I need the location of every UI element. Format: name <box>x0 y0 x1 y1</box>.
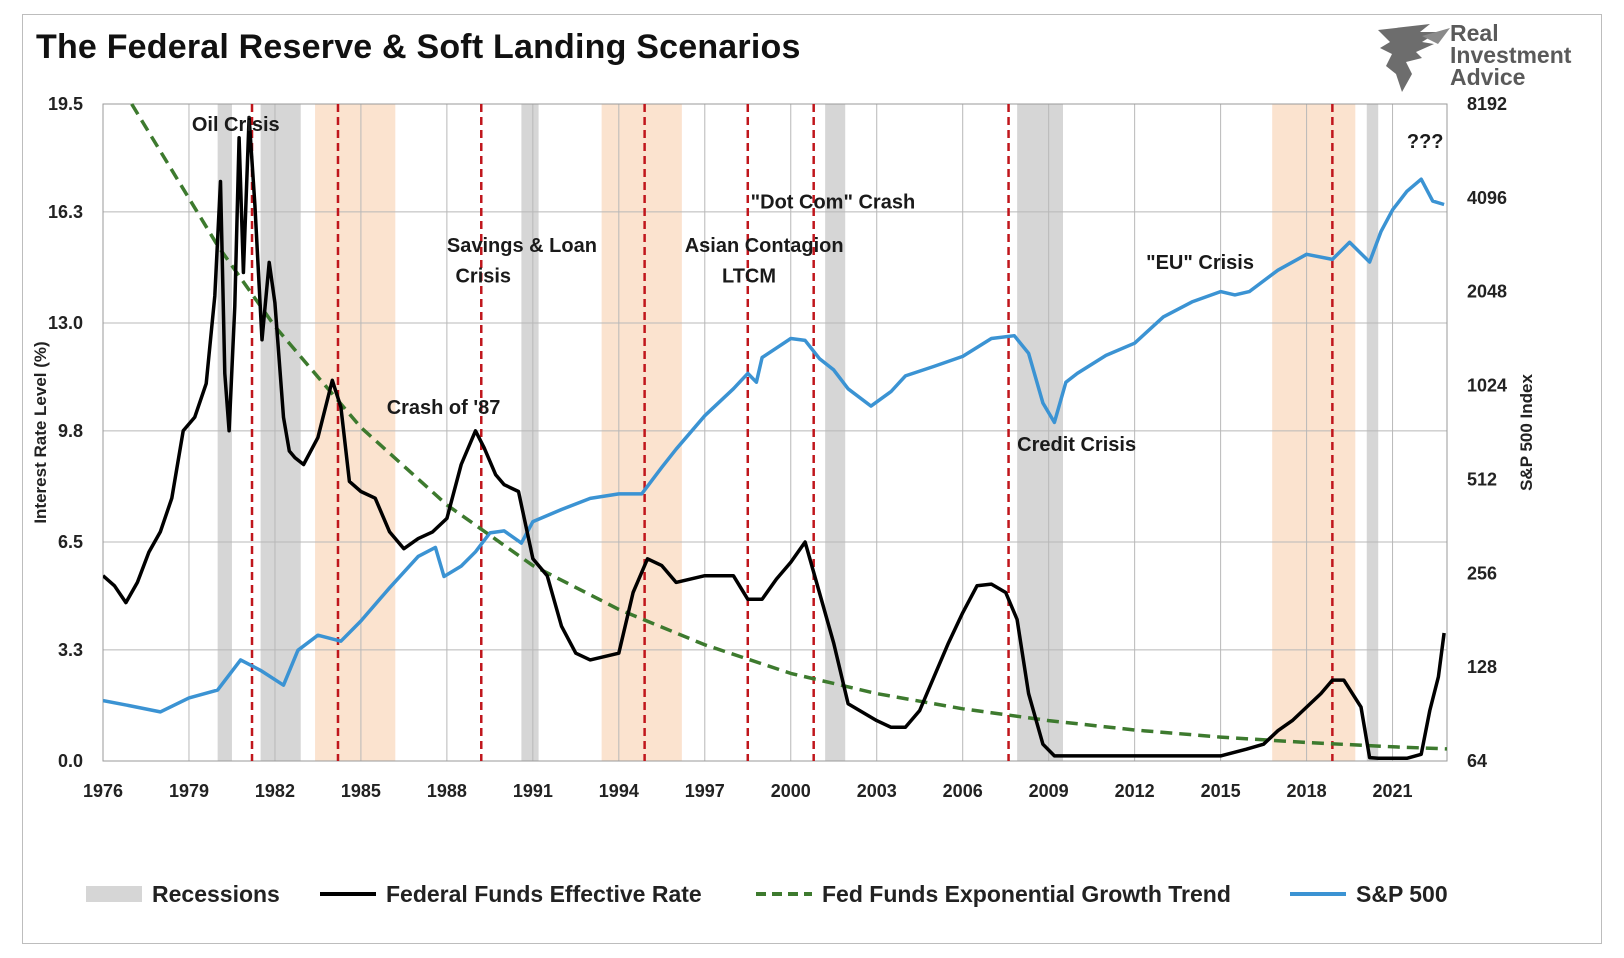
x-tick-label: 1985 <box>341 781 381 801</box>
y2-tick-label: 64 <box>1467 751 1487 771</box>
x-tick-label: 1997 <box>685 781 725 801</box>
y2-tick-label: 512 <box>1467 469 1497 489</box>
x-tick-label: 2015 <box>1201 781 1241 801</box>
y-tick-label: 9.8 <box>58 421 83 441</box>
legend-label-recessions: Recessions <box>152 880 280 907</box>
chart-frame <box>22 14 1602 944</box>
chart-annotation: Asian Contagion <box>685 235 844 257</box>
y-tick-label: 0.0 <box>58 751 83 771</box>
recession-band <box>825 104 846 761</box>
brand-line-3: Advice <box>1450 64 1526 90</box>
chart-annotation: Savings & Loan <box>447 235 597 257</box>
legend-swatch-recessions <box>86 886 142 902</box>
soft-landing-band <box>315 104 396 761</box>
x-tick-label: 2000 <box>771 781 811 801</box>
chart-annotation: Oil Crisis <box>192 114 280 136</box>
legend-recessions: Recessions <box>86 878 280 910</box>
fed-funds-line <box>103 115 1446 761</box>
y-tick-label: 6.5 <box>58 532 83 552</box>
y2-tick-label: 1024 <box>1467 376 1507 396</box>
soft-landing-band <box>601 104 682 761</box>
recession-band <box>1366 104 1379 761</box>
y2-tick-label: 2048 <box>1467 282 1507 302</box>
eagle-icon <box>1378 24 1450 92</box>
y-tick-label: 13.0 <box>48 313 83 333</box>
x-tick-label: 2012 <box>1115 781 1155 801</box>
plot-border <box>102 103 1448 762</box>
chart-annotation: Credit Crisis <box>1017 434 1136 456</box>
chart-title: The Federal Reserve & Soft Landing Scena… <box>36 28 801 66</box>
x-tick-label: 2018 <box>1287 781 1327 801</box>
y2-axis-label: S&P 500 Index <box>1517 374 1536 491</box>
y2-tick-label: 128 <box>1467 657 1497 677</box>
legend-fed: Federal Funds Effective Rate <box>320 878 702 910</box>
soft-landing-band <box>1272 104 1356 761</box>
legend-swatch-fed <box>320 892 376 896</box>
y2-tick-label: 256 <box>1467 563 1497 583</box>
x-tick-label: 2021 <box>1373 781 1413 801</box>
x-tick-label: 2009 <box>1029 781 1069 801</box>
brand-name: Real Investment Advice <box>1450 20 1572 90</box>
y-tick-label: 16.3 <box>48 202 83 222</box>
y2-tick-label: 8192 <box>1467 94 1507 114</box>
chart-annotation: Crash of '87 <box>387 397 501 419</box>
y-tick-label: 3.3 <box>58 640 83 660</box>
legend-label-fed: Federal Funds Effective Rate <box>386 880 702 907</box>
recession-band <box>521 104 539 761</box>
sp500-line <box>103 177 1445 714</box>
brand-logo: Real Investment Advice <box>1372 22 1592 94</box>
recession-band <box>1017 104 1063 761</box>
chart-annotation: LTCM <box>722 266 776 288</box>
legend-swatch-trend <box>756 892 812 896</box>
recession-band <box>260 104 301 761</box>
chart-annotation: "EU" Crisis <box>1146 252 1254 274</box>
legend-trend: Fed Funds Exponential Growth Trend <box>756 878 1231 910</box>
x-tick-label: 1976 <box>83 781 123 801</box>
chart-annotation: ??? <box>1407 131 1444 153</box>
x-tick-label: 1988 <box>427 781 467 801</box>
legend-label-sp500: S&P 500 <box>1356 880 1448 907</box>
y-axis-label: Interest Rate Level (%) <box>31 341 50 523</box>
y-tick-label: 19.5 <box>48 94 83 114</box>
y2-tick-label: 4096 <box>1467 188 1507 208</box>
brand-line-2: Investment <box>1450 42 1572 68</box>
brand-line-1: Real <box>1450 20 1499 46</box>
legend-swatch-sp500 <box>1290 892 1346 896</box>
chart-annotation: "Dot Com" Crash <box>751 191 916 213</box>
legend-sp500: S&P 500 <box>1290 878 1448 910</box>
x-tick-label: 1994 <box>599 781 639 801</box>
x-tick-label: 1979 <box>169 781 209 801</box>
chart-annotation: Crisis <box>455 266 511 288</box>
x-tick-label: 1982 <box>255 781 295 801</box>
x-tick-label: 2003 <box>857 781 897 801</box>
legend-label-trend: Fed Funds Exponential Growth Trend <box>822 880 1231 907</box>
x-tick-label: 2006 <box>943 781 983 801</box>
fed-trend-line <box>130 103 1447 751</box>
x-tick-label: 1991 <box>513 781 553 801</box>
